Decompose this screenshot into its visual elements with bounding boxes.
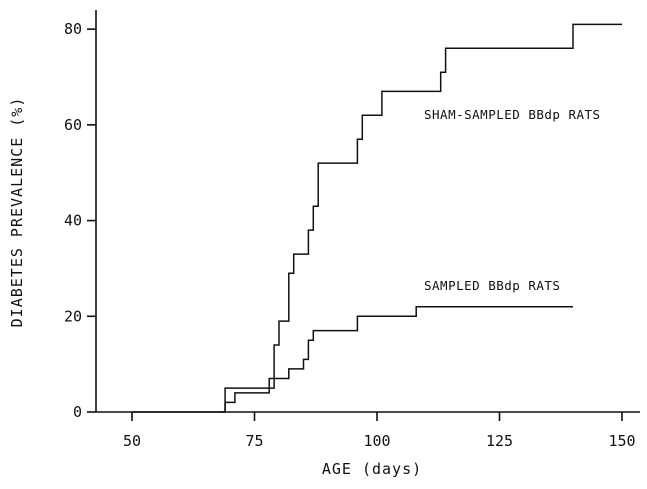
x-tick-label-75: 75 [245, 432, 263, 450]
series-layer [132, 23, 622, 413]
x-tick-label-100: 100 [363, 432, 390, 450]
x-tick-label-50: 50 [123, 432, 141, 450]
series-label-sampled: SAMPLED BBdp RATS [424, 278, 560, 293]
series-label-sham-sampled: SHAM-SAMPLED BBdp RATS [424, 107, 601, 122]
y-tick-label-60: 60 [64, 116, 82, 134]
y-tick-label-40: 40 [64, 212, 82, 230]
x-tick-label-150: 150 [608, 432, 635, 450]
y-axis-title: DIABETES PREVALENCE (%) [8, 97, 26, 328]
x-axis: 50 75 100 125 150 [96, 411, 640, 450]
y-tick-label-80: 80 [64, 20, 82, 38]
y-axis: 0 20 40 60 80 [64, 10, 97, 421]
y-tick-label-20: 20 [64, 307, 82, 325]
y-ticks: 0 20 40 60 80 [64, 20, 96, 421]
y-tick-label-0: 0 [73, 403, 82, 421]
x-tick-label-125: 125 [486, 432, 513, 450]
series-line-0 [220, 23, 622, 413]
x-ticks: 50 75 100 125 150 [123, 412, 636, 450]
series-line-1 [132, 305, 573, 413]
x-axis-title: AGE (days) [322, 460, 422, 478]
